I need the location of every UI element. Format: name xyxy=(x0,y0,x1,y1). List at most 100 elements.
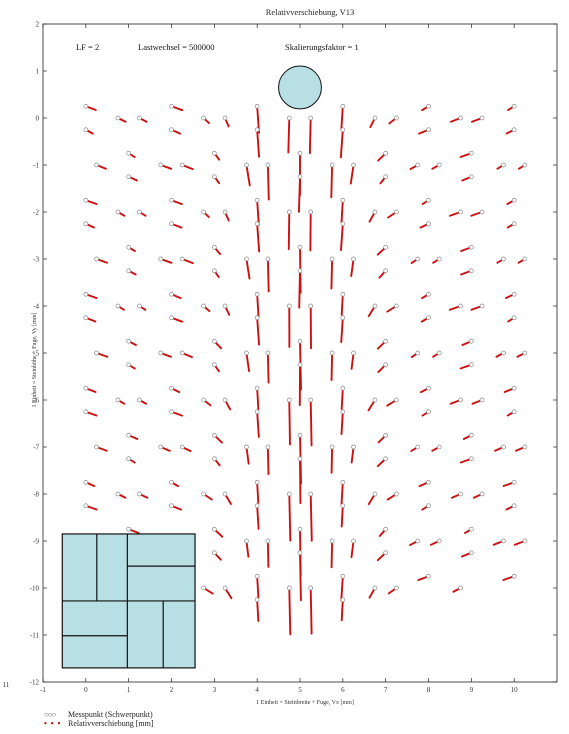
measurement-point xyxy=(394,491,399,497)
measurement-point xyxy=(340,291,346,297)
measurement-point xyxy=(265,162,271,168)
measurement-point xyxy=(158,162,164,168)
x-tick-label: 0 xyxy=(84,686,88,694)
measurement-point xyxy=(383,362,389,368)
displacement-vector xyxy=(330,164,334,199)
measurement-point xyxy=(468,174,474,180)
measurement-point xyxy=(383,268,389,274)
displacement-vector xyxy=(340,222,344,252)
displacement-vector xyxy=(330,446,334,474)
measurement-point xyxy=(329,350,335,356)
displacement-vector xyxy=(340,199,344,223)
decorations xyxy=(61,65,322,669)
measurement-point xyxy=(115,397,121,403)
measurement-point xyxy=(372,209,378,215)
measurement-point xyxy=(265,256,271,262)
measurement-point xyxy=(340,103,346,109)
measurement-point xyxy=(83,221,89,227)
measurement-point xyxy=(468,362,474,368)
displacement-vector xyxy=(256,504,260,530)
measurement-point xyxy=(501,444,506,450)
measurement-point xyxy=(286,397,292,403)
measurement-point xyxy=(479,209,485,215)
tick-labels: -1 0 1 2 3 4 5 6 7 8 9 1011210-1-2-3-4-5-6-7-8-9-10… xyxy=(3,21,557,694)
measurement-point xyxy=(222,115,228,121)
measurement-point xyxy=(340,221,346,227)
measurement-point xyxy=(297,244,303,250)
measurement-point xyxy=(511,221,517,227)
measurement-point xyxy=(83,127,89,133)
measurement-point xyxy=(511,291,517,297)
displacement-vector xyxy=(245,540,250,558)
x-tick-label: 9 xyxy=(470,686,474,694)
measurement-point xyxy=(394,585,399,591)
measurement-point xyxy=(265,538,271,544)
measurement-point xyxy=(201,585,206,591)
legend-item-vectors: • • • Relativverschiebung [mm] xyxy=(44,719,154,728)
displacement-vector xyxy=(340,293,344,316)
measurement-point xyxy=(340,385,346,391)
measurement-point xyxy=(372,303,378,309)
measurement-point xyxy=(211,174,217,180)
measurement-point xyxy=(169,385,174,391)
measurement-point xyxy=(426,197,431,203)
measurement-point xyxy=(169,197,174,203)
displacement-vector xyxy=(256,222,261,253)
measurement-point xyxy=(158,444,164,450)
measurement-point xyxy=(169,221,174,227)
measurement-point xyxy=(426,503,431,509)
measurement-point xyxy=(383,174,389,180)
y-tick-label: -4 xyxy=(33,303,39,311)
measurement-point xyxy=(254,291,260,297)
measurement-point xyxy=(169,315,174,321)
displacement-vector xyxy=(298,269,301,309)
measurement-point xyxy=(458,303,463,309)
displacement-vector xyxy=(297,175,301,213)
measurement-point xyxy=(126,338,132,344)
lf-annotation: LF = 2 xyxy=(76,42,99,52)
legend-item-points: ○○○ Messpunkt (Schwerpunkt) xyxy=(44,710,154,719)
measurement-points xyxy=(83,103,528,603)
measurement-point xyxy=(158,256,164,262)
measurement-point xyxy=(286,115,292,121)
measurement-point xyxy=(115,491,121,497)
displacement-vector xyxy=(256,199,260,226)
displacement-vector xyxy=(288,587,292,636)
measurement-point xyxy=(83,197,89,203)
measurement-point xyxy=(522,256,528,262)
displacement-vector xyxy=(340,575,344,602)
measurement-point xyxy=(265,444,271,450)
y-tick-label: 2 xyxy=(36,21,40,29)
measurement-point xyxy=(394,209,399,215)
measurement-point xyxy=(468,338,474,344)
measurement-point xyxy=(308,491,314,497)
measurement-point xyxy=(297,362,303,368)
measurement-point xyxy=(222,397,228,403)
measurement-point xyxy=(522,444,528,450)
measurement-point xyxy=(458,397,463,403)
measurement-point xyxy=(458,209,463,215)
measurement-point xyxy=(522,350,528,356)
displacement-vector xyxy=(245,446,250,465)
measurement-point xyxy=(83,479,89,485)
measurement-point xyxy=(511,479,517,485)
displacement-vector xyxy=(266,164,270,201)
measurement-point xyxy=(201,397,206,403)
measurement-point xyxy=(94,444,99,450)
displacement-vector xyxy=(256,410,260,438)
measurement-point xyxy=(340,479,346,485)
measurement-point xyxy=(297,338,303,344)
measurement-point xyxy=(115,209,121,215)
measurement-point xyxy=(254,221,260,227)
displacement-vector xyxy=(330,258,334,290)
measurement-point xyxy=(211,268,217,274)
x-tick-label: 7 xyxy=(384,686,388,694)
dot-marker-icon: • • • xyxy=(44,719,62,728)
measurement-point xyxy=(426,127,431,133)
measurement-point xyxy=(501,350,506,356)
y-axis-label: 1 Einheit = Steinhöhe + Fuge, Vy [mm] xyxy=(32,313,38,408)
measurement-point xyxy=(468,432,474,438)
measurement-point xyxy=(83,385,89,391)
measurement-point xyxy=(222,303,228,309)
displacement-vector xyxy=(288,493,292,542)
